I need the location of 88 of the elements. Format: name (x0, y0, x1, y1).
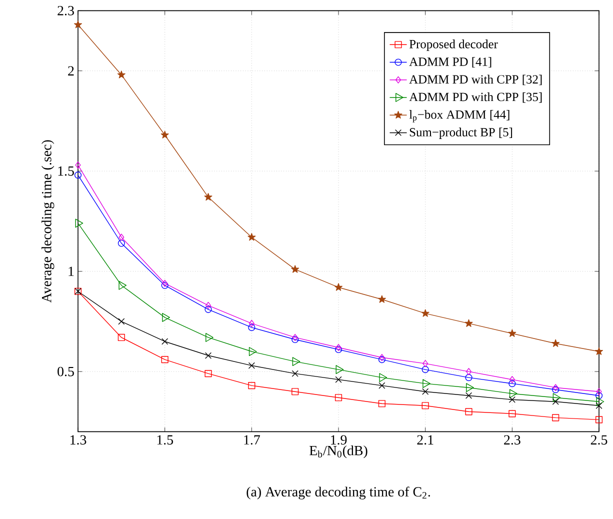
point (379, 373, 388, 382)
point (291, 265, 300, 273)
point (204, 192, 212, 201)
x-tick-label: 2.3 (504, 435, 520, 445)
point (248, 320, 254, 327)
point (75, 218, 84, 228)
point (422, 366, 429, 374)
point (118, 334, 125, 342)
y-tick-label: 1.5 (58, 166, 74, 176)
point (596, 397, 604, 406)
point (552, 398, 559, 405)
point (336, 365, 344, 374)
legend-label: ADMM PD [41] (409, 57, 492, 68)
x-tick-label: 2.1 (417, 435, 434, 445)
x-tick-label: 1.7 (244, 435, 260, 445)
y-tick-label: 1 (68, 266, 74, 276)
point (552, 414, 560, 422)
point (118, 240, 125, 247)
point (118, 280, 127, 290)
legend-label: ADMM PD with CPP [35] (409, 92, 542, 103)
point (508, 410, 516, 418)
text: (a) Average decoding time of C$_{2}$. (246, 486, 430, 500)
point (464, 319, 473, 327)
point (595, 392, 603, 400)
point (596, 402, 602, 409)
point (118, 318, 125, 325)
point (509, 389, 518, 398)
point (552, 393, 561, 402)
point (117, 70, 126, 78)
point (292, 370, 298, 377)
point (334, 394, 342, 402)
point (248, 347, 257, 356)
point (248, 233, 256, 241)
y-axis-title: Average decoding time (.sec) (42, 140, 54, 303)
point (118, 234, 124, 241)
x-tick-label: 1.9 (331, 435, 347, 445)
point (378, 400, 386, 408)
point (379, 354, 385, 362)
point (421, 309, 430, 317)
point (596, 388, 602, 396)
point (204, 370, 212, 378)
point (204, 352, 212, 359)
point (422, 360, 428, 368)
point (465, 408, 472, 416)
point (248, 362, 255, 369)
point (335, 376, 342, 383)
point (74, 20, 82, 28)
point (552, 339, 560, 347)
point (595, 347, 603, 355)
point (465, 392, 472, 399)
point (509, 376, 515, 384)
point (162, 312, 170, 322)
point (508, 380, 516, 388)
point (378, 295, 386, 303)
point (206, 302, 211, 309)
point (508, 396, 516, 403)
point (248, 324, 256, 331)
point (206, 332, 214, 342)
point (204, 306, 212, 313)
y-tick-label: 0.5 (58, 366, 74, 376)
legend-label: ADMM PD with CPP [32] (409, 74, 542, 86)
point (160, 130, 169, 138)
y-tick-label: 2.3 (58, 6, 74, 16)
point (508, 329, 516, 337)
point (334, 283, 342, 291)
x-axis-title: E$_{b}$/N$_{0}$(dB) (310, 445, 368, 458)
point (465, 374, 472, 382)
point (466, 383, 474, 392)
point (161, 356, 168, 364)
point (595, 416, 603, 424)
point (422, 388, 429, 395)
point (292, 388, 299, 396)
legend-label: Sum−product BP [5] (410, 128, 512, 139)
point (466, 368, 472, 376)
point (378, 382, 386, 389)
point (422, 402, 429, 410)
point (248, 382, 256, 390)
point (162, 338, 168, 345)
x-tick-label: 2.5 (590, 435, 608, 445)
x-tick-label: 1.5 (157, 435, 174, 445)
point (292, 357, 300, 366)
y-tick-label: 2 (68, 66, 74, 76)
point (422, 379, 430, 388)
point (74, 172, 82, 179)
x-tick-label: 1.3 (70, 435, 86, 445)
point (75, 162, 81, 169)
legend-label: l$_{p}$−box ADMM [44] (409, 110, 510, 122)
legend-label: Proposed decoder (409, 40, 498, 51)
